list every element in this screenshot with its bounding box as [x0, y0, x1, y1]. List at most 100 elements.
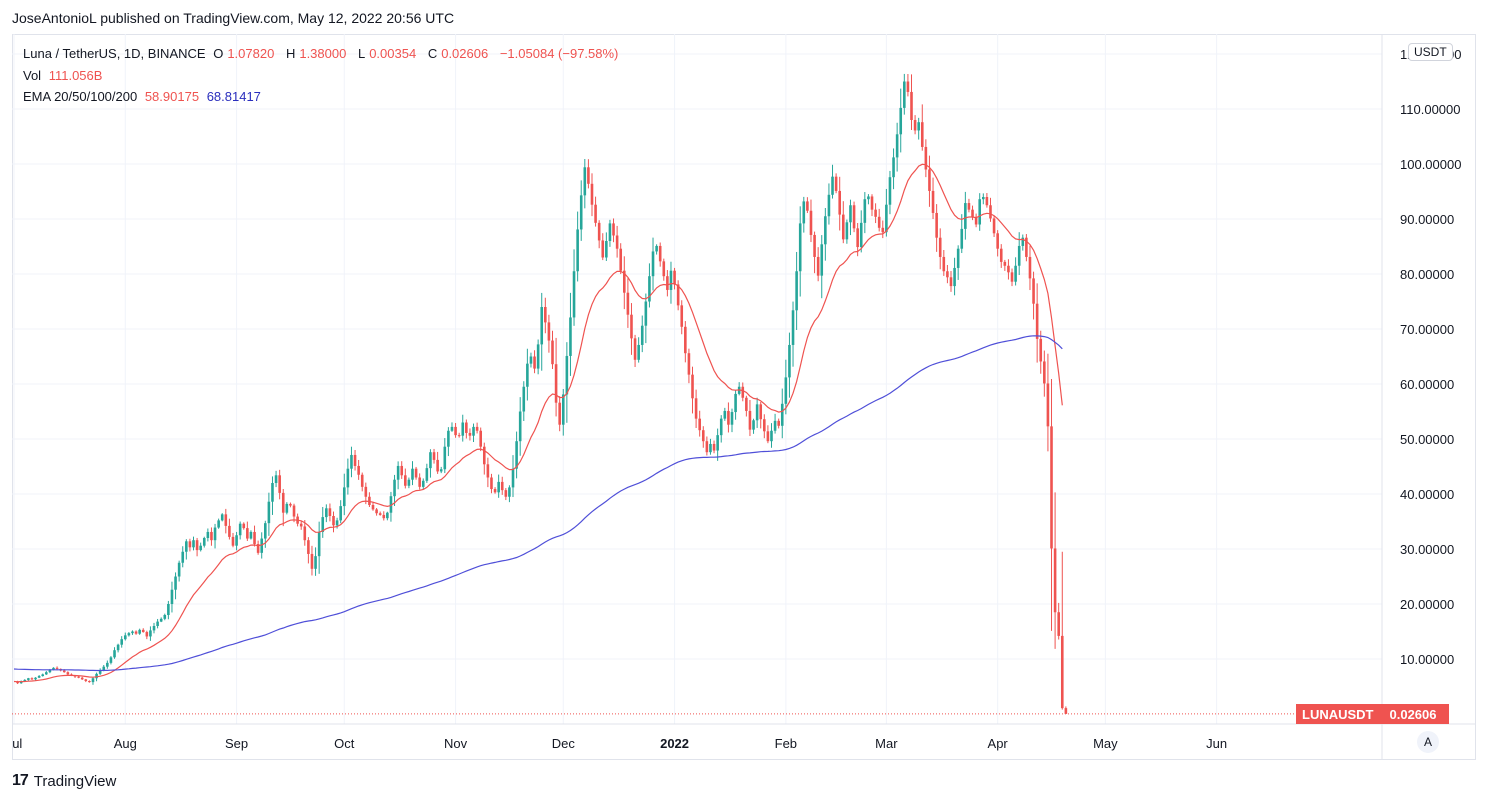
candle-body	[960, 228, 964, 249]
candle-body	[698, 418, 701, 431]
candle-body	[612, 223, 615, 236]
candle-body	[996, 233, 999, 249]
x-tick-label: Sep	[225, 736, 248, 751]
candle-body	[325, 508, 328, 518]
candle-body	[264, 523, 267, 539]
candle-body	[974, 216, 978, 225]
candle-body	[903, 81, 906, 108]
candle-body	[418, 477, 421, 487]
candle-body	[827, 194, 831, 217]
candle-body	[317, 531, 321, 557]
x-tick-label: Aug	[114, 736, 137, 751]
candle-body	[533, 356, 536, 369]
candle-body	[780, 403, 784, 426]
y-tick-label: 110.00000	[1400, 102, 1461, 117]
candle-body	[342, 487, 346, 507]
candle-body	[421, 480, 425, 487]
volume-label: Vol	[23, 68, 42, 83]
candle-body	[504, 490, 508, 497]
candle-body	[429, 452, 432, 469]
candle-body	[784, 377, 788, 404]
candle-body	[755, 404, 759, 421]
candle-body	[102, 666, 106, 670]
candle-body	[249, 531, 253, 539]
grid-layer	[12, 34, 1382, 724]
candle-body	[346, 468, 350, 488]
candle-body	[615, 235, 619, 249]
candle-body	[303, 526, 307, 541]
candle-body	[515, 441, 518, 469]
candle-body	[170, 589, 174, 604]
candle-body	[1028, 256, 1032, 279]
candle-body	[809, 210, 813, 235]
candle-body	[493, 489, 497, 493]
candle-body	[80, 677, 84, 680]
candle-body	[1007, 265, 1010, 273]
candle-body	[766, 431, 770, 442]
currency-badge[interactable]: USDT	[1408, 43, 1453, 61]
candle-body	[91, 678, 95, 683]
ohlc-low: L 0.00354	[357, 46, 417, 61]
candle-body	[985, 197, 989, 206]
candle-body	[554, 364, 558, 403]
candle-body	[357, 465, 360, 475]
candle-body	[1017, 245, 1021, 266]
candle-body	[953, 267, 956, 287]
ema-fast-value: 58.90175	[144, 89, 200, 104]
candle-body	[353, 454, 357, 466]
tradingview-brand[interactable]: 17 TradingView	[12, 772, 116, 790]
candle-body	[569, 317, 572, 356]
candle-body	[867, 196, 870, 200]
candle-body	[238, 523, 242, 536]
candle-body	[938, 237, 942, 257]
candle-body	[220, 514, 224, 521]
candle-body	[964, 203, 967, 229]
candle-body	[177, 562, 181, 577]
candle-body	[1060, 635, 1064, 709]
candle-body	[877, 216, 881, 228]
candle-body	[88, 681, 91, 683]
candle-group	[16, 73, 1068, 714]
candle-body	[242, 523, 246, 529]
candle-body	[551, 340, 554, 365]
candle-body	[30, 678, 34, 680]
x-tick-label: Jun	[1206, 736, 1227, 751]
price-chart[interactable]: 120.00000110.00000100.0000090.0000080.00…	[12, 34, 1476, 760]
candle-body	[637, 344, 640, 360]
candle-body	[824, 216, 827, 245]
candle-body	[1064, 708, 1068, 714]
candle-body	[439, 469, 443, 472]
candle-body	[77, 676, 80, 678]
candle-body	[202, 538, 206, 546]
candle-body	[123, 635, 127, 640]
auto-scale-button[interactable]: A	[1417, 731, 1439, 753]
candle-body	[759, 404, 763, 420]
candle-body	[436, 459, 439, 472]
candle-body	[982, 197, 985, 200]
candle-body	[1035, 303, 1039, 339]
candle-body	[382, 514, 386, 519]
candle-body	[895, 134, 899, 158]
candle-body	[906, 81, 910, 92]
candle-body	[888, 177, 892, 205]
candle-body	[461, 422, 465, 436]
volume-value: 111.056B	[48, 68, 103, 83]
legend-ema-row[interactable]: EMA 20/50/100/200 58.90175 68.81417	[23, 89, 265, 104]
candle-body	[798, 223, 802, 272]
candle-body	[920, 122, 924, 147]
candle-body	[770, 430, 773, 442]
candle-body	[1057, 612, 1060, 636]
candle-body	[788, 344, 791, 378]
candle-body	[673, 270, 676, 285]
candle-body	[956, 248, 960, 268]
legend-volume-row[interactable]: Vol 111.056B	[23, 68, 106, 83]
candle-body	[360, 474, 364, 487]
candle-body	[605, 241, 608, 258]
candle-body	[544, 307, 547, 323]
candle-body	[623, 270, 626, 293]
symbol-title[interactable]: Luna / TetherUS, 1D, BINANCE	[23, 46, 206, 61]
candle-body	[913, 120, 917, 131]
candle-body	[802, 201, 806, 224]
candle-body	[687, 353, 691, 375]
